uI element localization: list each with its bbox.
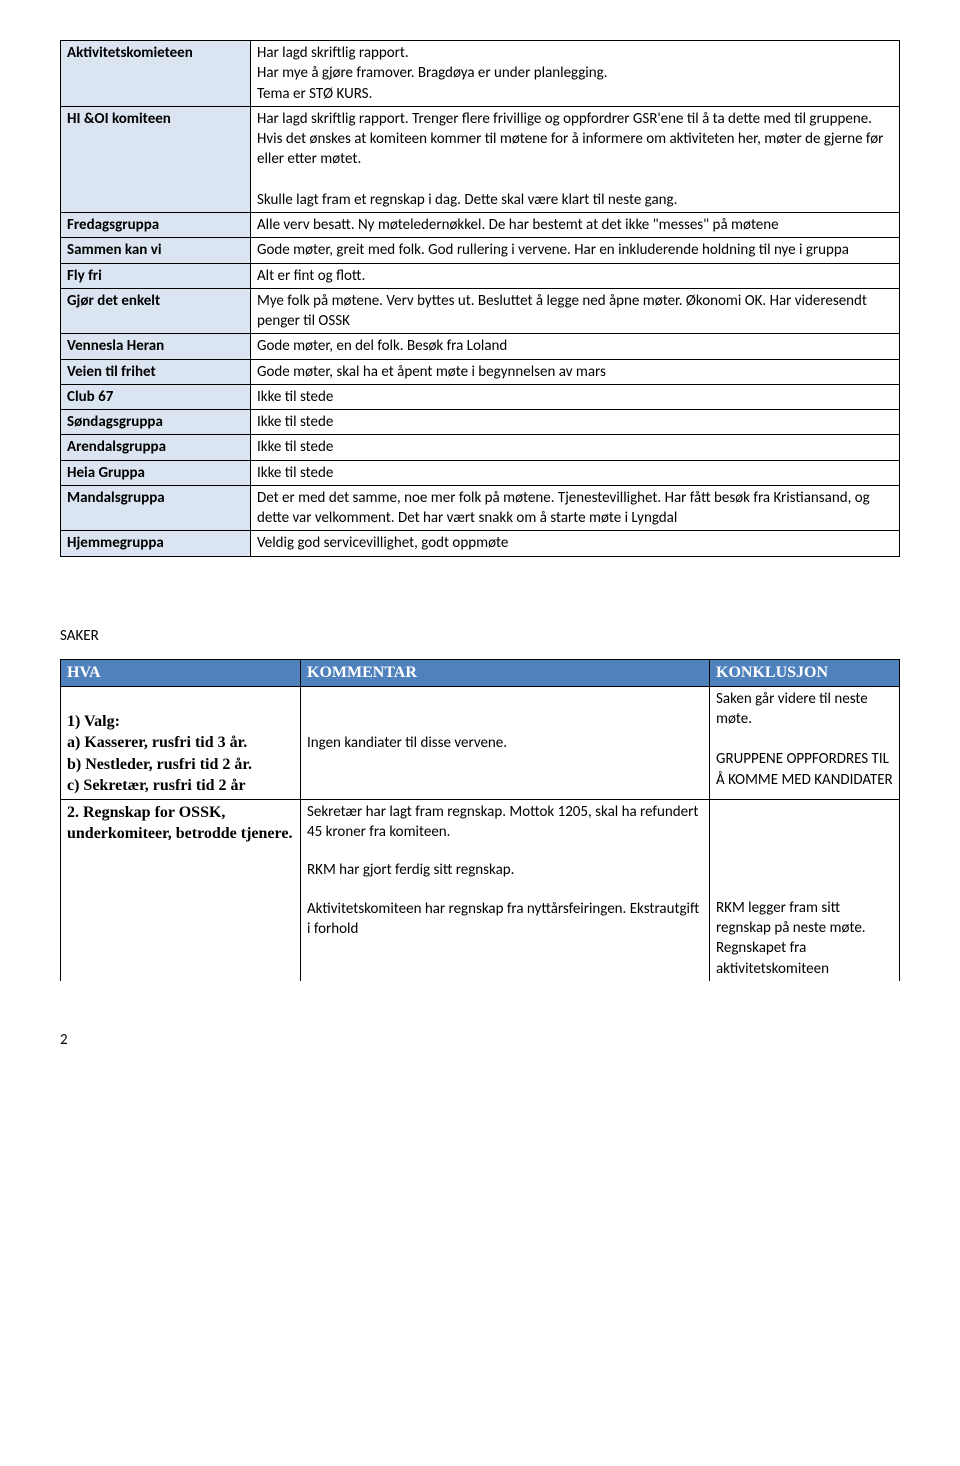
status-label: Veien til frihet bbox=[61, 359, 251, 384]
status-text: Har lagd skriftlig rapport. Har mye å gj… bbox=[251, 41, 900, 107]
status-text: Gode møter, en del folk. Besøk fra Lolan… bbox=[251, 334, 900, 359]
page-number: 2 bbox=[60, 1031, 900, 1049]
status-label: Aktivitetskomieteen bbox=[61, 41, 251, 107]
col-header-kommentar: KOMMENTAR bbox=[301, 659, 710, 686]
status-label: Fly fri bbox=[61, 263, 251, 288]
status-text: Det er med det samme, noe mer folk på mø… bbox=[251, 485, 900, 531]
status-text: Har lagd skriftlig rapport. Trenger fler… bbox=[251, 106, 900, 212]
status-label: Søndagsgruppa bbox=[61, 410, 251, 435]
status-label: Mandalsgruppa bbox=[61, 485, 251, 531]
saker-table: HVA KOMMENTAR KONKLUSJON 1) Valg: a) Kas… bbox=[60, 659, 900, 981]
status-text: Alt er fint og flott. bbox=[251, 263, 900, 288]
status-text: Veldig god servicevillighet, godt oppmøt… bbox=[251, 531, 900, 556]
status-text: Alle verv besatt. Ny møteledernøkkel. De… bbox=[251, 213, 900, 238]
col-header-konklusjon: KONKLUSJON bbox=[710, 659, 900, 686]
col-header-hva: HVA bbox=[61, 659, 301, 686]
saker-hva: 1) Valg: a) Kasserer, rusfri tid 3 år. b… bbox=[61, 686, 301, 799]
status-label: Arendalsgruppa bbox=[61, 435, 251, 460]
status-label: Heia Gruppa bbox=[61, 460, 251, 485]
saker-kommentar: Ingen kandiater til disse vervene. bbox=[301, 686, 710, 799]
section-heading: SAKER bbox=[60, 627, 900, 645]
status-text: Gode møter, skal ha et åpent møte i begy… bbox=[251, 359, 900, 384]
saker-konklusjon: RKM legger fram sitt regnskap på neste m… bbox=[710, 799, 900, 981]
status-table: AktivitetskomieteenHar lagd skriftlig ra… bbox=[60, 40, 900, 557]
status-text: Ikke til stede bbox=[251, 435, 900, 460]
status-text: Ikke til stede bbox=[251, 460, 900, 485]
status-text: Gode møter, greit med folk. God rullerin… bbox=[251, 238, 900, 263]
saker-hva: 2. Regnskap for OSSK, underkomiteer, bet… bbox=[61, 799, 301, 981]
status-label: HI &OI komiteen bbox=[61, 106, 251, 212]
status-label: Fredagsgruppa bbox=[61, 213, 251, 238]
status-label: Sammen kan vi bbox=[61, 238, 251, 263]
status-label: Club 67 bbox=[61, 384, 251, 409]
status-label: Gjør det enkelt bbox=[61, 288, 251, 334]
status-label: Hjemmegruppa bbox=[61, 531, 251, 556]
status-label: Vennesla Heran bbox=[61, 334, 251, 359]
saker-kommentar: Sekretær har lagt fram regnskap. Mottok … bbox=[301, 799, 710, 981]
status-text: Ikke til stede bbox=[251, 410, 900, 435]
status-text: Ikke til stede bbox=[251, 384, 900, 409]
status-text: Mye folk på møtene. Verv byttes ut. Besl… bbox=[251, 288, 900, 334]
saker-konklusjon: Saken går videre til neste møte. GRUPPEN… bbox=[710, 686, 900, 799]
